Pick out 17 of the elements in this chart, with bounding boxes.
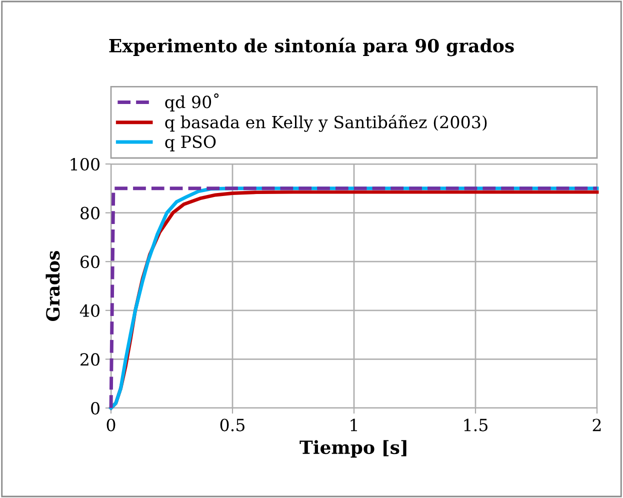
y-axis-title: Grados [46,251,60,321]
y-tick-label: 60 [80,256,100,268]
y-tick-label: 20 [80,353,100,366]
legend-label: qd 90˚ [165,93,219,112]
legend-label: q basada en Kelly y Santibáñez (2003) [165,114,487,132]
y-tick-label: 80 [80,206,100,220]
x-tick-label: 0.5 [220,418,244,432]
y-tick-label: 40 [80,304,100,317]
x-axis-title: Tiempo [s] [300,440,406,458]
x-tick-label: 2 [592,418,601,432]
y-tick-label: 0 [91,402,100,415]
legend-label: q PSO [165,135,216,152]
x-tick-label: 0 [106,418,116,432]
x-tick-label: 1.5 [464,418,488,432]
y-tick-label: 100 [70,158,100,171]
x-tick-label: 1 [350,418,357,432]
chart-title: Experimento de sintonía para 90 grados [109,38,514,56]
